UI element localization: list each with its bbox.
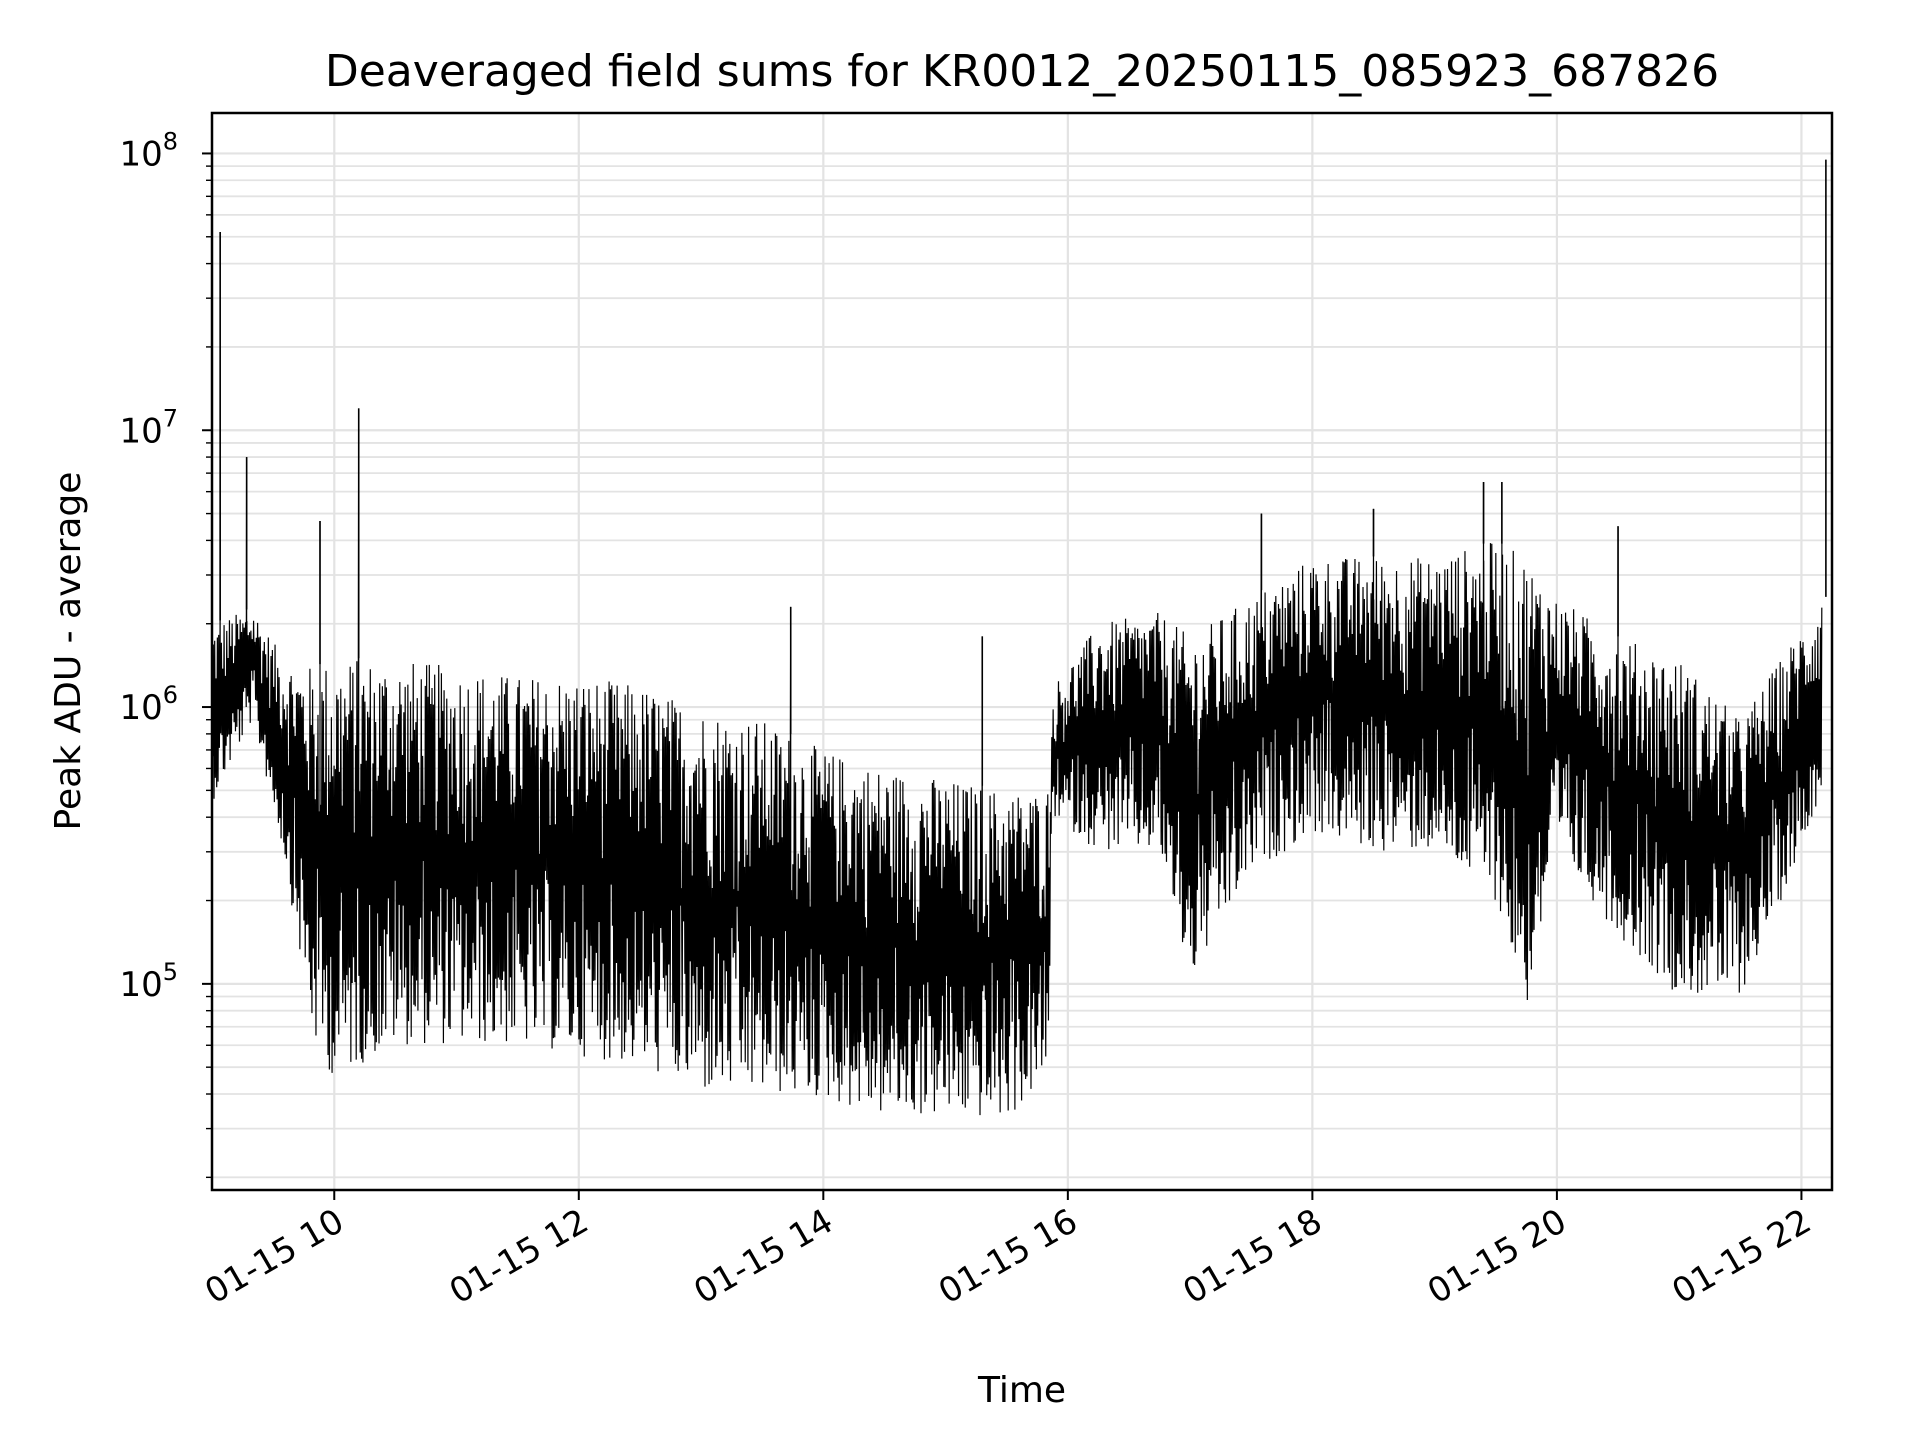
- chart-title: Deaveraged field sums for KR0012_2025011…: [325, 46, 1719, 97]
- series-line: [211, 159, 1827, 1116]
- y-tick-label-exponent: 8: [163, 127, 178, 155]
- y-tick-label-base: 10: [119, 411, 162, 451]
- y-tick-label: 105: [119, 958, 178, 1005]
- y-tick-label-exponent: 6: [163, 681, 178, 709]
- y-tick-label-exponent: 7: [163, 404, 178, 432]
- plot-frame: [210, 111, 1834, 1192]
- y-tick-label-base: 10: [119, 688, 162, 728]
- y-tick-label: 107: [119, 404, 178, 451]
- series-path: [211, 232, 1823, 1116]
- y-tick-label-base: 10: [119, 965, 162, 1005]
- y-tick-label: 106: [119, 681, 178, 728]
- y-axis-label: Peak ADU - average: [48, 472, 89, 831]
- y-tick-label-base: 10: [119, 134, 162, 174]
- y-tick-label-exponent: 5: [163, 958, 178, 986]
- x-axis-label: Time: [977, 1370, 1066, 1411]
- y-tick-label: 108: [119, 127, 178, 174]
